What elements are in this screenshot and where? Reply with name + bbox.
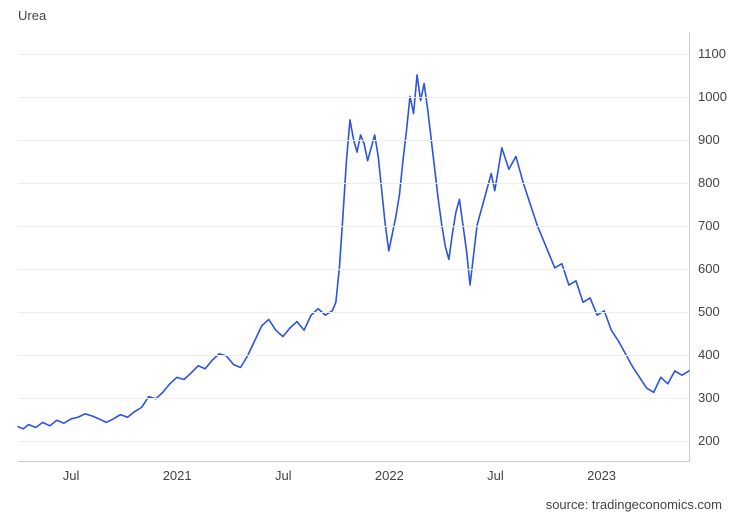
gridline [18,97,689,98]
ytick-label: 800 [698,175,720,190]
gridline [18,269,689,270]
xtick-label: Jul [487,468,504,483]
gridline [18,398,689,399]
chart-title: Urea [18,8,46,23]
ytick-label: 500 [698,304,720,319]
xtick-label: 2023 [587,468,616,483]
ytick-label: 300 [698,390,720,405]
gridline [18,54,689,55]
xtick-label: Jul [275,468,292,483]
gridline [18,140,689,141]
gridline [18,226,689,227]
ytick-label: 1000 [698,89,727,104]
gridline [18,183,689,184]
gridline [18,355,689,356]
gridline [18,312,689,313]
xtick-label: 2021 [163,468,192,483]
ytick-label: 700 [698,218,720,233]
ytick-label: 600 [698,261,720,276]
xtick-label: 2022 [375,468,404,483]
plot-area [18,32,690,462]
price-path [18,75,689,429]
ytick-label: 1100 [698,46,726,61]
xtick-label: Jul [63,468,80,483]
ytick-label: 400 [698,347,720,362]
gridline [18,441,689,442]
ytick-label: 900 [698,132,720,147]
ytick-label: 200 [698,433,720,448]
source-label: source: tradingeconomics.com [546,497,722,512]
chart-container: Urea source: tradingeconomics.com 200 300… [0,0,750,520]
